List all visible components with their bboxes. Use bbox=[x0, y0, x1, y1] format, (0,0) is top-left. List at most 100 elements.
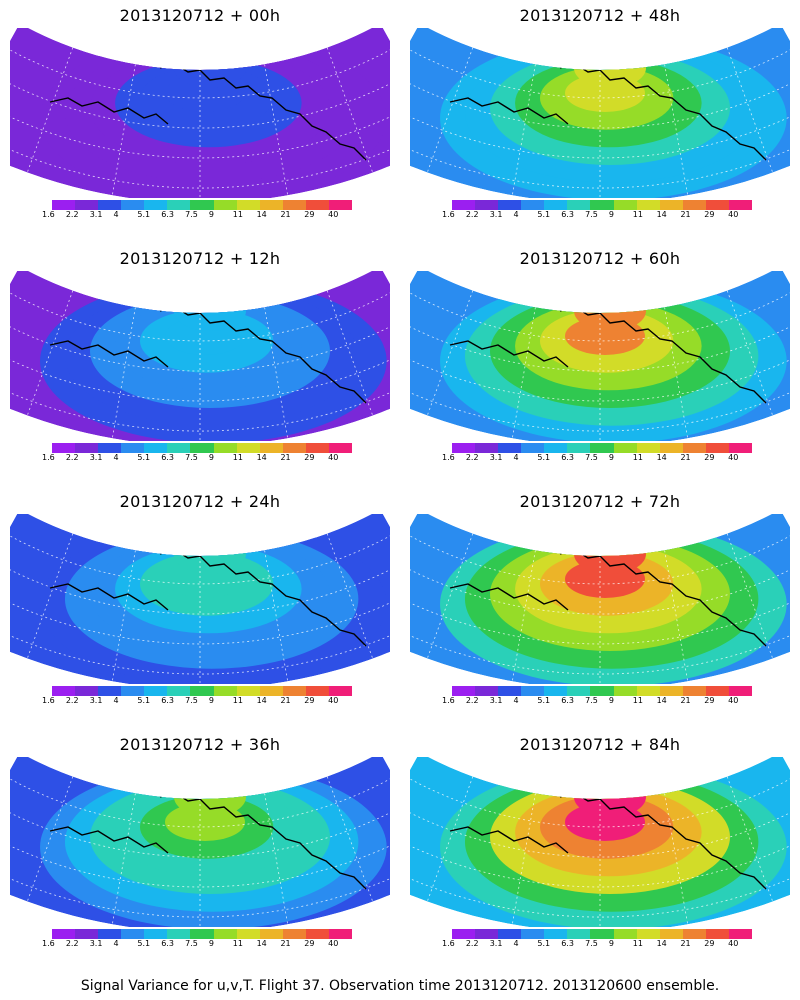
colorbar-swatch bbox=[121, 686, 145, 696]
colorbar-label: 2.2 bbox=[65, 696, 79, 705]
colorbar-label: 7.5 bbox=[185, 453, 198, 462]
colorbar-swatch bbox=[52, 686, 76, 696]
graticule-line bbox=[264, 64, 289, 196]
colorbar-swatch bbox=[636, 686, 660, 696]
colorbar-swatch bbox=[659, 929, 683, 939]
colorbar-label: 2.2 bbox=[465, 939, 479, 948]
graticule-line bbox=[326, 47, 374, 173]
graticule-line bbox=[410, 47, 790, 99]
colorbar-label: 40 bbox=[328, 210, 339, 219]
coastline bbox=[449, 340, 569, 368]
graticule-line bbox=[111, 64, 136, 196]
colorbar-swatch bbox=[636, 443, 660, 453]
coastline bbox=[159, 63, 367, 161]
colorbar-swatch bbox=[236, 443, 260, 453]
graticule-line bbox=[410, 828, 790, 888]
colorbar-swatch bbox=[282, 929, 306, 939]
graticule-line bbox=[426, 47, 474, 173]
colorbar-label: 29 bbox=[304, 939, 315, 948]
colorbar-label: 7.5 bbox=[185, 696, 198, 705]
colorbar-label: 6.3 bbox=[561, 939, 574, 948]
variance-field bbox=[410, 271, 790, 441]
colorbar-label: 21 bbox=[680, 453, 691, 462]
figure-caption: Signal Variance for u,v,T. Flight 37. Ob… bbox=[80, 978, 720, 994]
colorbar-swatch bbox=[613, 929, 637, 939]
coastline bbox=[559, 63, 767, 161]
colorbar-swatch bbox=[305, 443, 329, 453]
variance-hotspot bbox=[174, 777, 246, 817]
colorbar-swatch bbox=[328, 686, 353, 696]
panel-title: 2013120712 + 60h bbox=[519, 249, 681, 268]
variance-map bbox=[410, 757, 790, 927]
colorbar-swatch bbox=[498, 929, 522, 939]
colorbar-label: 6.3 bbox=[561, 453, 574, 462]
colorbar-swatch bbox=[75, 929, 99, 939]
colorbar-label: 9 bbox=[208, 939, 214, 948]
colorbar-swatch bbox=[328, 443, 353, 453]
colorbar-label: 6.3 bbox=[161, 453, 174, 462]
colorbar: 1.6 2.2 3.1 4 5.1 6.3 7.5 9 11 14 21 29 40 bbox=[42, 200, 353, 230]
colorbar-label: 7.5 bbox=[585, 696, 598, 705]
colorbar-label: 4 bbox=[113, 210, 119, 219]
graticule-line bbox=[410, 290, 790, 342]
graticule-line bbox=[726, 533, 774, 659]
graticule-line bbox=[410, 855, 790, 918]
colorbar-swatch bbox=[259, 200, 283, 210]
panel-title: 2013120712 + 84h bbox=[519, 735, 681, 754]
colorbar-swatch bbox=[521, 686, 545, 696]
colorbar-label: 7.5 bbox=[585, 939, 598, 948]
graticule-line bbox=[410, 559, 790, 615]
colorbar-swatch bbox=[282, 200, 306, 210]
colorbar: 1.6 2.2 3.1 4 5.1 6.3 7.5 9 11 14 21 29 40 bbox=[442, 929, 753, 959]
graticule-line bbox=[410, 126, 790, 189]
colorbar-swatch bbox=[144, 443, 168, 453]
colorbar-label: 2.2 bbox=[465, 210, 479, 219]
variance-field bbox=[10, 28, 390, 198]
colorbar-label: 14 bbox=[256, 696, 267, 705]
graticule-line bbox=[10, 342, 390, 402]
colorbar-swatch bbox=[705, 443, 729, 453]
colorbar: 1.6 2.2 3.1 4 5.1 6.3 7.5 9 11 14 21 29 40 bbox=[442, 443, 753, 473]
colorbar-label: 5.1 bbox=[137, 696, 151, 705]
colorbar-label: 3.1 bbox=[89, 210, 103, 219]
map-panel-72h: 2013120712 + 72h 1.6 2.2 3.1 4 5.1 6.3 7.5 9 11 1… bbox=[410, 486, 790, 721]
colorbar-swatch bbox=[567, 929, 591, 939]
graticule-line bbox=[10, 776, 390, 828]
colorbar-swatch bbox=[144, 200, 168, 210]
map-panel-48h: 2013120712 + 48h 1.6 2.2 3.1 4 5.1 6.3 7.5 9 11 1… bbox=[410, 0, 790, 235]
colorbar-swatch bbox=[121, 443, 145, 453]
colorbar-swatch bbox=[659, 200, 683, 210]
colorbar-swatch bbox=[475, 200, 499, 210]
colorbar-swatch bbox=[52, 929, 76, 939]
colorbar-label: 21 bbox=[680, 210, 691, 219]
colorbar-label: 4 bbox=[513, 696, 519, 705]
colorbar-swatch bbox=[475, 686, 499, 696]
coastline bbox=[449, 826, 569, 854]
colorbar-label: 11 bbox=[232, 696, 243, 705]
coastline bbox=[449, 97, 569, 125]
colorbar-label: 6.3 bbox=[161, 939, 174, 948]
colorbar-label: 7.5 bbox=[585, 210, 598, 219]
colorbar-label: 3.1 bbox=[89, 696, 103, 705]
map-panel-84h: 2013120712 + 84h 1.6 2.2 3.1 4 5.1 6.3 7.5 9 11 1… bbox=[410, 729, 790, 964]
variance-map bbox=[10, 271, 390, 441]
colorbar-swatch bbox=[590, 686, 614, 696]
variance-map bbox=[10, 757, 390, 927]
colorbar-swatch bbox=[121, 929, 145, 939]
colorbar-swatch bbox=[659, 686, 683, 696]
colorbar-label: 21 bbox=[280, 696, 291, 705]
colorbar-swatch bbox=[728, 443, 753, 453]
colorbar-label: 5.1 bbox=[137, 453, 151, 462]
colorbar-swatch bbox=[213, 929, 237, 939]
colorbar-label: 29 bbox=[304, 453, 315, 462]
variance-map bbox=[410, 28, 790, 198]
colorbar-label: 2.2 bbox=[65, 453, 79, 462]
colorbar-label: 21 bbox=[680, 939, 691, 948]
variance-map bbox=[410, 514, 790, 684]
colorbar-label: 9 bbox=[608, 453, 614, 462]
map-panel-24h: 2013120712 + 24h 1.6 2.2 3.1 4 5.1 6.3 7.5 9 11 1… bbox=[10, 486, 390, 721]
colorbar-label: 1.6 bbox=[442, 696, 455, 705]
colorbar-label: 11 bbox=[232, 210, 243, 219]
colorbar-swatch bbox=[452, 686, 476, 696]
colorbar-label: 11 bbox=[632, 453, 643, 462]
